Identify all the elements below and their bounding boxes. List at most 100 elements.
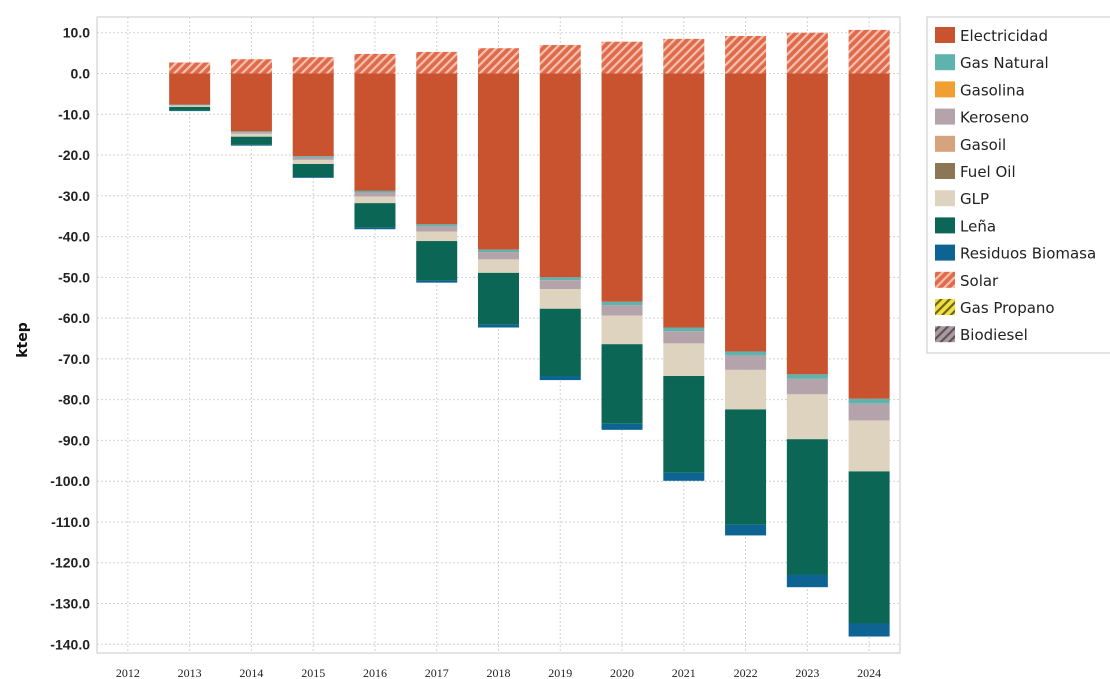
bar-residuos-biomasa-2022 bbox=[725, 524, 767, 536]
bar-keroseno-2019 bbox=[539, 280, 581, 290]
bar-keroseno-2023 bbox=[786, 378, 828, 395]
bar-solar-2017 bbox=[416, 51, 458, 74]
y-axis-ticks: 10.0 0.0 -10.0 -20.0 -30.0 -40.0 -50.0 -60.0 -70… bbox=[50, 25, 90, 653]
bar-gas-natural-2014 bbox=[230, 131, 272, 133]
y-tick-label: -120.0 bbox=[50, 555, 90, 571]
y-axis-label: ktep bbox=[15, 322, 31, 358]
x-tick-label: 2024 bbox=[857, 666, 881, 679]
bars bbox=[169, 29, 890, 637]
bar-lena-2018 bbox=[478, 272, 519, 325]
bar-keroseno-2014 bbox=[230, 132, 272, 134]
y-tick-label: -40.0 bbox=[58, 229, 90, 245]
legend-swatch-gas-propano bbox=[935, 299, 955, 315]
bar-glp-2020 bbox=[601, 315, 643, 345]
x-axis-ticks: 2012 2013 2014 2015 2016 2017 2018 2019 2020 2021… bbox=[116, 666, 881, 679]
legend-swatch-gas-natural bbox=[935, 54, 955, 71]
bar-residuos-biomasa-2015 bbox=[292, 177, 334, 178]
bar-residuos-biomasa-2018 bbox=[478, 324, 519, 328]
bar-residuos-biomasa-2017 bbox=[416, 280, 458, 283]
legend-label-gasoil: Gasoil bbox=[960, 136, 1006, 154]
y-tick-label: 10.0 bbox=[63, 25, 90, 41]
bar-gas-natural-2015 bbox=[292, 156, 334, 158]
bar-glp-2018 bbox=[478, 259, 519, 273]
bar-electricidad-2023 bbox=[786, 73, 828, 375]
bar-solar-2018 bbox=[478, 48, 519, 74]
legend-swatch-keroseno bbox=[935, 108, 955, 125]
bar-solar-2020 bbox=[601, 41, 643, 74]
legend-swatch-gasoil bbox=[935, 135, 955, 152]
bar-gas-natural-2018 bbox=[478, 249, 519, 253]
y-tick-label: -50.0 bbox=[58, 269, 90, 285]
bar-residuos-biomasa-2016 bbox=[354, 227, 396, 230]
bar-keroseno-2017 bbox=[416, 226, 458, 232]
x-tick-label: 2021 bbox=[672, 666, 696, 679]
bar-glp-2021 bbox=[663, 343, 705, 377]
bar-residuos-biomasa-2020 bbox=[601, 423, 643, 430]
y-tick-label: -80.0 bbox=[58, 392, 90, 408]
bar-gas-natural-2022 bbox=[725, 351, 767, 356]
y-tick-label: -130.0 bbox=[50, 596, 90, 612]
bar-glp-2023 bbox=[786, 394, 828, 440]
x-tick-label: 2016 bbox=[363, 666, 387, 679]
bar-keroseno-2024 bbox=[848, 403, 890, 421]
bar-solar-2021 bbox=[663, 38, 705, 74]
legend-label-gas-natural: Gas Natural bbox=[960, 54, 1049, 72]
bar-gas-natural-2021 bbox=[663, 327, 705, 332]
bar-gas-natural-2013 bbox=[169, 104, 211, 105]
bar-keroseno-2022 bbox=[725, 355, 767, 370]
legend-swatch-gasolina bbox=[935, 81, 955, 98]
x-tick-label: 2015 bbox=[301, 666, 325, 679]
bar-lena-2019 bbox=[539, 308, 581, 377]
bar-residuos-biomasa-2019 bbox=[539, 376, 581, 381]
bar-gas-natural-2023 bbox=[786, 374, 828, 379]
bar-glp-2019 bbox=[539, 289, 581, 309]
bar-electricidad-2016 bbox=[354, 73, 396, 191]
legend-swatch-lena bbox=[935, 217, 955, 234]
y-tick-label: -70.0 bbox=[58, 351, 90, 367]
bar-gas-natural-2016 bbox=[354, 190, 396, 193]
bar-residuos-biomasa-2013 bbox=[169, 110, 211, 112]
y-tick-label: -140.0 bbox=[50, 636, 90, 652]
bar-lena-2023 bbox=[786, 439, 828, 575]
bar-solar-2019 bbox=[539, 44, 581, 74]
bar-lena-2022 bbox=[725, 409, 767, 525]
legend-label-solar: Solar bbox=[960, 272, 999, 290]
bar-solar-2023 bbox=[786, 32, 828, 74]
grid-lines bbox=[97, 17, 900, 653]
y-tick-label: -90.0 bbox=[58, 432, 90, 448]
x-tick-label: 2022 bbox=[734, 666, 758, 679]
legend-label-gasolina: Gasolina bbox=[960, 81, 1025, 99]
bar-lena-2016 bbox=[354, 203, 396, 228]
x-tick-label: 2014 bbox=[239, 666, 263, 679]
bar-lena-2013 bbox=[169, 106, 211, 111]
bar-lena-2020 bbox=[601, 344, 643, 424]
bar-glp-2014 bbox=[230, 133, 272, 137]
bar-gas-natural-2017 bbox=[416, 224, 458, 227]
bar-electricidad-2022 bbox=[725, 73, 767, 352]
bar-residuos-biomasa-2023 bbox=[786, 574, 828, 588]
bar-glp-2024 bbox=[848, 420, 890, 472]
bar-lena-2015 bbox=[292, 164, 334, 178]
legend-swatch-biodiesel bbox=[935, 326, 955, 343]
bar-electricidad-2017 bbox=[416, 73, 458, 225]
bar-electricidad-2013 bbox=[169, 73, 211, 105]
y-tick-label: -100.0 bbox=[50, 473, 90, 489]
legend-box bbox=[926, 16, 1110, 354]
bar-electricidad-2024 bbox=[848, 73, 890, 399]
legend-label-biodiesel: Biodiesel bbox=[960, 326, 1028, 344]
x-tick-label: 2017 bbox=[425, 666, 449, 679]
x-tick-label: 2018 bbox=[487, 666, 511, 679]
legend: Electricidad Gas Natural Gasolina Keroseno G… bbox=[935, 27, 1096, 344]
bar-residuos-biomasa-2024 bbox=[848, 623, 890, 637]
legend-swatch-solar bbox=[935, 271, 955, 288]
bar-solar-2024 bbox=[848, 29, 890, 74]
bar-lena-2024 bbox=[848, 471, 890, 624]
y-tick-label: -20.0 bbox=[58, 147, 90, 163]
bar-electricidad-2014 bbox=[230, 73, 272, 132]
bar-glp-2017 bbox=[416, 231, 458, 242]
bar-solar-2022 bbox=[725, 35, 767, 74]
y-tick-label: -60.0 bbox=[58, 310, 90, 326]
bar-electricidad-2015 bbox=[292, 73, 334, 157]
bar-residuos-biomasa-2021 bbox=[663, 472, 705, 481]
